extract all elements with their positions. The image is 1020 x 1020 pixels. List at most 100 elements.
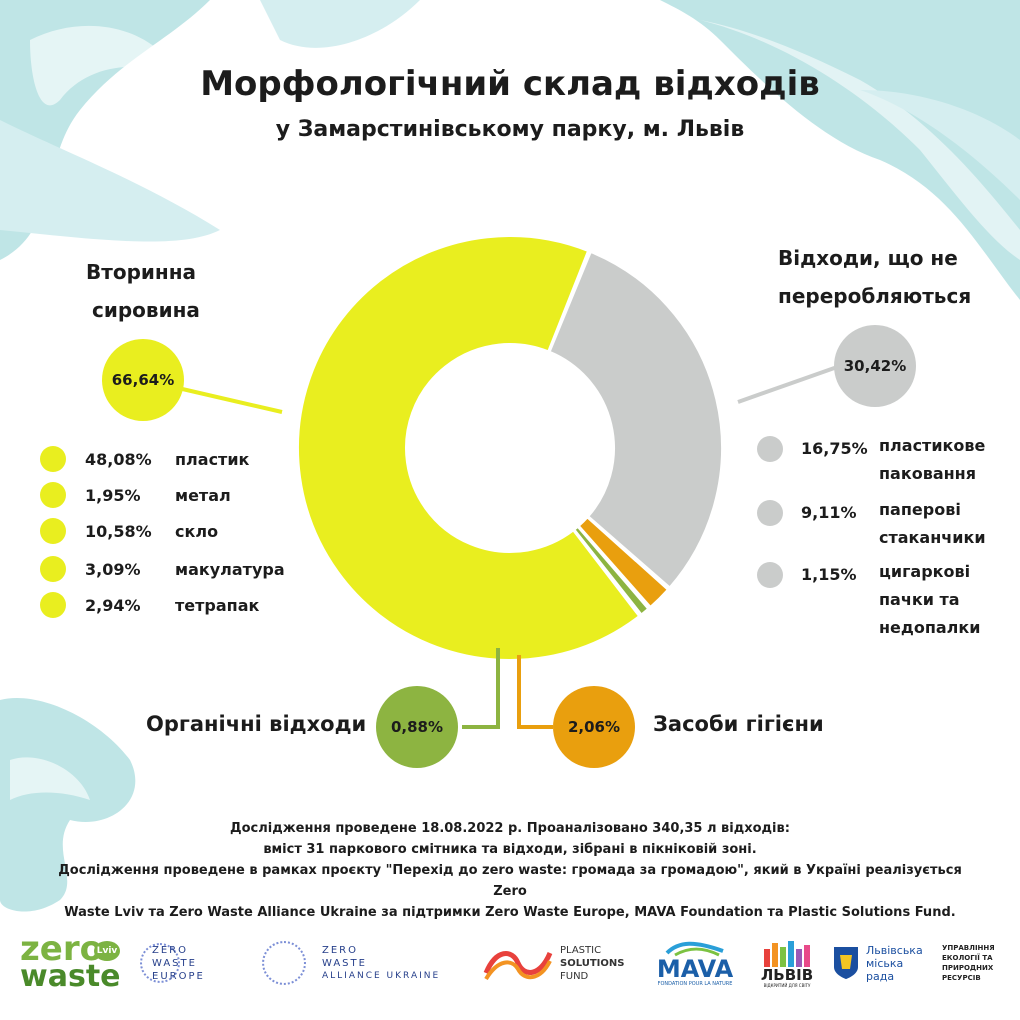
logo-text: РЕСУРСІВ [942,974,981,982]
logo-text: WASTE [152,957,197,969]
dotted-circle-icon [140,943,180,983]
logo-text: УПРАВЛІННЯ [942,944,995,952]
logo-text: ZERO [152,944,188,956]
item-label-line: паковання [879,464,977,483]
ecology-department-logo: УПРАВЛІННЯ ЕКОЛОГІЇ ТА ПРИРОДНИХ РЕСУРСІ… [942,932,1012,994]
footer-line: Дослідження проведене 18.08.2022 р. Проа… [230,821,790,836]
item-label-line: пластикове [879,436,986,455]
list-item: 3,09% макулатура [40,556,285,582]
bullet-dot [40,556,66,582]
lviv-city-council-logo: Львівська міська рада [832,932,932,994]
page-subtitle: у Замарстинівському парку, м. Львів [275,117,745,142]
logo-text: MAVA [656,955,734,983]
item-label: скло [175,521,219,541]
item-pct: 16,75% [801,439,868,458]
list-item: 10,58% скло [40,518,218,544]
city-skyline-icon [764,940,810,967]
recyclables-heading-line1: Вторинна [86,260,197,284]
logo-text: PLASTIC [560,944,602,956]
bullet-dot [40,592,66,618]
logo-text: WASTE [322,957,367,969]
logo-text: FONDATION POUR LA NATURE [657,981,733,987]
item-label-line: недопалки [879,618,981,637]
item-label: пластикове паковання [879,432,1009,488]
footer-line: Waste Lviv та Zero Waste Alliance Ukrain… [64,905,956,920]
slice-recyclables [297,235,641,661]
footer-line: Дослідження проведене в рамках проєкту "… [58,863,962,899]
slice-organic [573,525,650,616]
item-pct: 1,15% [801,565,857,584]
logo-text: FUND [560,970,589,982]
list-item: 9,11% паперові стаканчики [757,496,1009,552]
logo-text: ПРИРОДНИХ [942,964,994,972]
item-pct: 48,08% [85,449,152,469]
footer-line: вміст 31 паркового смітника та відходи, … [263,842,757,857]
list-item: 48,08% пластик [40,446,249,472]
zero-waste-lviv-logo: zero waste Lviv [20,929,121,994]
item-pct: 1,95% [85,485,141,505]
list-item: 1,15% цигаркові пачки та недопалки [757,558,1009,642]
logo-text: ЛЬВІВ [760,965,814,984]
logo-text: ZERO [322,944,358,956]
organic-label: Органічні відходи [146,712,367,736]
zero-waste-alliance-ukraine-logo: ZERO WASTE ALLIANCE UKRAINE [262,932,472,994]
bullet-dot [757,500,783,526]
hygiene-pct-bubble: 2,06% [553,686,635,768]
item-label: цигаркові пачки та недопалки [879,558,1009,642]
hygiene-connector [517,655,553,729]
logo-text: zero [20,929,103,969]
organic-pct-bubble: 0,88% [376,686,458,768]
footer-note: Дослідження проведене 18.08.2022 р. Проа… [40,818,980,923]
recyclables-connector [177,386,283,414]
coat-of-arms-icon [834,947,858,979]
bullet-dot [40,482,66,508]
logo-text: SOLUTIONS [560,957,625,969]
item-pct: 9,11% [801,503,857,522]
list-item: 1,95% метал [40,482,231,508]
zero-waste-europe-logo: ZERO WASTE EUROPE [140,932,250,994]
item-label-line: пачки та [879,590,960,609]
logo-text: рада [866,969,895,983]
bullet-dot [757,436,783,462]
item-pct: 2,94% [85,595,141,615]
mava-wave-icon [665,941,724,957]
bullet-dot [757,562,783,588]
logo-text: Львівська [866,943,923,957]
logo-text: waste [20,959,121,994]
bullet-dot [40,518,66,544]
item-label-line: цигаркові [879,562,971,581]
organic-connector [462,648,500,729]
nonrecyclable-heading-line2: переробляються [778,284,972,308]
item-label: пластик [175,449,250,469]
item-label-line: стаканчики [879,528,986,547]
lviv-city-logo: ЛЬВІВ ВІДКРИТИЙ ДЛЯ СВІТУ [757,932,817,994]
bullet-dot [40,446,66,472]
item-pct: 3,09% [85,559,141,579]
list-item: 16,75% пластикове паковання [757,432,1009,488]
item-label: паперові стаканчики [879,496,1009,552]
slice-nonrecyclable [548,250,723,589]
page-title: Морфологічний склад відходів [200,64,820,104]
wave-icon [483,951,553,981]
logo-text: EUROPE [152,970,205,982]
recyclables-pct-bubble: 66,64% [102,339,184,421]
item-label: метал [175,485,231,505]
item-pct: 10,58% [85,521,152,541]
recyclables-heading-line2: сировина [92,298,200,322]
nonrecyclable-heading-line1: Відходи, що не [778,246,958,270]
hygiene-label: Засоби гігієни [653,712,824,736]
list-item: 2,94% тетрапак [40,592,259,618]
nonrecyclable-pct-bubble: 30,42% [834,325,916,407]
item-label-line: паперові [879,500,961,519]
recyclables-heading: Вторинна сировина [86,253,246,329]
logo-text: ALLIANCE UKRAINE [322,970,441,981]
mava-logo: MAVA FONDATION POUR LA NATURE [645,932,745,994]
item-label: макулатура [175,559,285,579]
logo-text: міська [866,956,904,970]
logo-text: ЕКОЛОГІЇ ТА [942,954,993,962]
item-label: тетрапак [175,595,260,615]
nonrecyclable-connector [737,364,841,404]
nonrecyclable-heading: Відходи, що не переробляються [778,239,998,315]
